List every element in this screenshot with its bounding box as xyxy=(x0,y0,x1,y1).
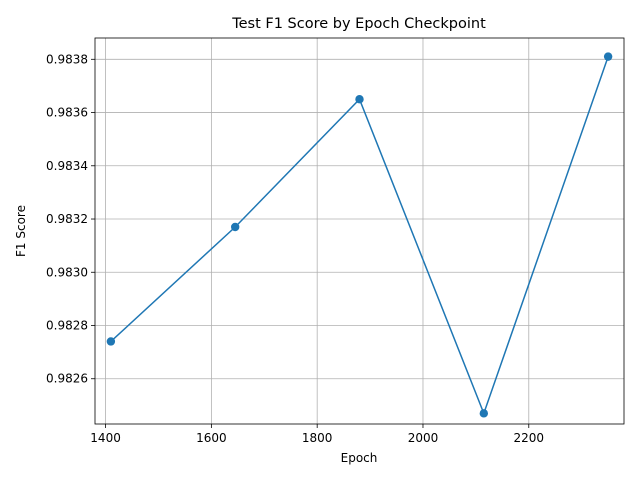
x-tick-label: 2200 xyxy=(514,431,545,445)
data-point xyxy=(106,337,116,346)
y-tick-label: 0.9836 xyxy=(46,106,88,120)
x-axis-ticks: 1400 1600 1800 2000 2200 xyxy=(90,424,544,445)
y-tick-label: 0.9838 xyxy=(46,52,88,66)
data-point xyxy=(603,52,613,61)
x-tick-label: 1400 xyxy=(90,431,121,445)
x-axis-label: Epoch xyxy=(341,451,378,465)
grid xyxy=(95,38,624,424)
y-tick-label: 0.9834 xyxy=(46,159,88,173)
data-point xyxy=(230,222,240,232)
x-tick-label: 1800 xyxy=(302,431,333,445)
y-tick-label: 0.9828 xyxy=(46,319,88,333)
chart-title: Test F1 Score by Epoch Checkpoint xyxy=(231,16,486,32)
y-tick-label: 0.9830 xyxy=(46,265,88,279)
axes-frame xyxy=(94,37,625,425)
y-axis-label: F1 Score xyxy=(14,205,28,257)
y-tick-label: 0.9832 xyxy=(46,212,88,226)
y-tick-label: 0.9826 xyxy=(46,372,88,386)
y-axis-ticks: 0.9826 0.9828 0.9830 0.9832 0.9834 0.9836 0.98… xyxy=(46,52,95,386)
data-point xyxy=(479,409,489,418)
x-tick-label: 2000 xyxy=(408,431,439,445)
series-line xyxy=(110,56,609,416)
x-tick-label: 1600 xyxy=(196,431,227,445)
series-layer xyxy=(106,52,613,418)
data-point xyxy=(355,95,364,104)
